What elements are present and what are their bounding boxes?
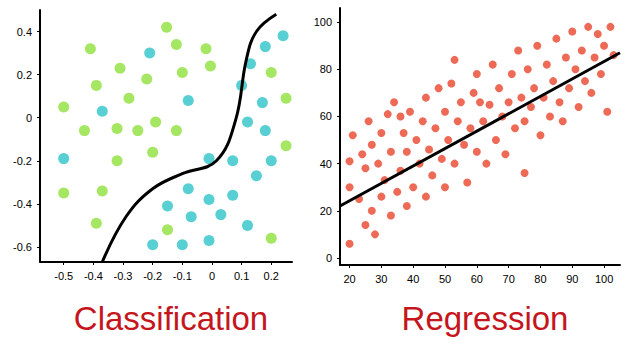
svg-text:-0.1: -0.1 xyxy=(173,270,192,282)
svg-text:20: 20 xyxy=(343,273,355,285)
svg-text:80: 80 xyxy=(320,63,332,75)
svg-text:40: 40 xyxy=(320,158,332,170)
svg-text:-0.2: -0.2 xyxy=(13,155,32,167)
svg-text:20: 20 xyxy=(320,205,332,217)
svg-text:0.2: 0.2 xyxy=(17,69,32,81)
svg-text:0.1: 0.1 xyxy=(234,270,249,282)
svg-text:-0.2: -0.2 xyxy=(143,270,162,282)
svg-text:0: 0 xyxy=(26,112,32,124)
svg-text:60: 60 xyxy=(320,110,332,122)
svg-text:-0.5: -0.5 xyxy=(54,270,73,282)
svg-text:100: 100 xyxy=(314,16,332,28)
svg-text:0.2: 0.2 xyxy=(264,270,279,282)
svg-text:70: 70 xyxy=(503,273,515,285)
svg-text:0.4: 0.4 xyxy=(17,26,32,38)
svg-text:Regression: Regression xyxy=(402,300,569,337)
svg-text:60: 60 xyxy=(471,273,483,285)
svg-text:0: 0 xyxy=(326,252,332,264)
svg-text:-0.4: -0.4 xyxy=(84,270,103,282)
svg-text:100: 100 xyxy=(595,273,613,285)
svg-text:50: 50 xyxy=(439,273,451,285)
svg-text:-0.6: -0.6 xyxy=(13,241,32,253)
svg-text:-0.3: -0.3 xyxy=(114,270,133,282)
svg-text:Classification: Classification xyxy=(74,300,268,337)
svg-text:0: 0 xyxy=(209,270,215,282)
svg-text:-0.4: -0.4 xyxy=(13,198,32,210)
svg-text:80: 80 xyxy=(534,273,546,285)
svg-text:90: 90 xyxy=(566,273,578,285)
svg-text:30: 30 xyxy=(375,273,387,285)
svg-text:40: 40 xyxy=(407,273,419,285)
